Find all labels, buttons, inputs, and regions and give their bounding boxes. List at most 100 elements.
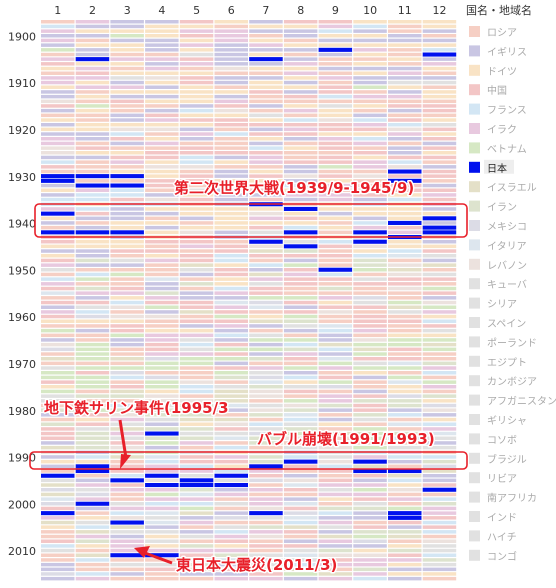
heatmap-cell <box>422 417 457 422</box>
heatmap-cell <box>249 371 283 375</box>
heatmap-cell <box>283 80 318 85</box>
heatmap-cell <box>75 291 110 295</box>
heatmap-cell <box>179 132 214 136</box>
heatmap-cell <box>318 488 353 492</box>
heatmap-cell <box>75 492 110 497</box>
heatmap-cell <box>283 146 318 150</box>
japan-cell <box>283 230 318 235</box>
heatmap-cell <box>145 300 179 305</box>
legend-swatch <box>469 258 480 270</box>
heatmap-cell <box>110 240 144 244</box>
heatmap-cell <box>353 474 387 478</box>
heatmap-cell <box>249 249 283 253</box>
heatmap-cell <box>388 558 422 562</box>
heatmap-cell <box>179 282 214 286</box>
heatmap-cell <box>249 207 283 211</box>
heatmap-cell <box>214 366 248 370</box>
heatmap-cell <box>41 52 75 57</box>
heatmap-cell <box>249 342 283 347</box>
heatmap-cell <box>41 445 75 450</box>
heatmap-cell <box>41 576 75 581</box>
heatmap-cell <box>318 408 353 412</box>
legend-label: レバノン <box>487 260 527 272</box>
heatmap-cell <box>75 277 110 281</box>
heatmap-cell <box>41 155 75 160</box>
heatmap-cell <box>145 282 179 286</box>
legend-swatch <box>469 394 480 406</box>
heatmap-cell <box>179 197 214 202</box>
japan-cell <box>41 211 75 216</box>
legend-item: キューバ <box>469 278 527 291</box>
heatmap-cell <box>283 66 318 71</box>
japan-cell <box>388 220 422 225</box>
legend-item: コンゴ <box>469 549 517 563</box>
heatmap-cell <box>249 562 283 567</box>
heatmap-cell <box>388 118 422 122</box>
heatmap-cell <box>353 62 387 66</box>
heatmap-cell <box>179 516 214 520</box>
heatmap-cell <box>179 371 214 375</box>
heatmap-cell <box>318 277 353 281</box>
heatmap-cell <box>388 113 422 118</box>
heatmap-cell <box>388 34 422 38</box>
heatmap-cell <box>283 520 318 525</box>
heatmap-cell <box>110 141 144 146</box>
heatmap-cell <box>283 572 318 576</box>
heatmap-cell <box>41 394 75 398</box>
legend-swatch <box>469 297 480 309</box>
heatmap-cell <box>110 155 144 160</box>
heatmap-cell <box>318 516 353 520</box>
heatmap-cell <box>283 160 318 164</box>
heatmap-cell <box>318 57 353 61</box>
legend-label: ドイツ <box>487 67 517 78</box>
heatmap-cell <box>145 338 179 342</box>
heatmap-cell <box>249 459 283 464</box>
heatmap-cell <box>353 576 387 581</box>
heatmap-cell <box>388 506 422 511</box>
heatmap-cell <box>75 558 110 562</box>
heatmap-cell <box>283 347 318 352</box>
heatmap-cell <box>353 71 387 75</box>
heatmap-cell <box>41 324 75 328</box>
heatmap-cell <box>179 445 214 450</box>
heatmap-cell <box>422 99 457 104</box>
heatmap-cell <box>214 380 248 384</box>
heatmap-cell <box>388 324 422 328</box>
heatmap-cell <box>179 300 214 305</box>
heatmap-cell <box>249 375 283 380</box>
heatmap-cell <box>214 108 248 113</box>
heatmap-cell <box>422 90 457 94</box>
heatmap-cell <box>75 244 110 249</box>
heatmap-cell <box>422 375 457 380</box>
heatmap-cell <box>388 488 422 492</box>
heatmap-cell <box>249 282 283 286</box>
heatmap-cell <box>388 333 422 338</box>
heatmap-cell <box>283 464 318 469</box>
japan-cell <box>283 206 318 211</box>
heatmap-cell <box>145 104 179 108</box>
heatmap-cell <box>249 300 283 305</box>
heatmap-cell <box>214 422 248 426</box>
heatmap-cell <box>422 342 457 347</box>
heatmap-cell <box>214 328 248 333</box>
heatmap-cell <box>179 225 214 230</box>
heatmap-cell <box>249 572 283 576</box>
heatmap-cell <box>283 338 318 342</box>
legend-label: ギリシャ <box>487 415 527 427</box>
japan-cell <box>75 464 110 469</box>
heatmap-cell <box>283 76 318 80</box>
annotations: 第二次世界大戦(1939/9-1945/9) バブル崩壊(1991/1993) … <box>29 178 468 576</box>
heatmap-cell <box>41 80 75 85</box>
heatmap-cell <box>214 254 248 258</box>
heatmap-cell <box>353 314 387 319</box>
heatmap-cell <box>388 188 422 192</box>
heatmap-cell <box>145 183 179 188</box>
heatmap-cell <box>353 207 387 211</box>
heatmap-cell <box>249 123 283 127</box>
heatmap-cell <box>75 413 110 417</box>
heatmap-cell <box>110 169 144 174</box>
heatmap-cell <box>249 94 283 99</box>
heatmap-cell <box>388 347 422 352</box>
heatmap-cell <box>283 34 318 38</box>
heatmap-cell <box>214 291 248 295</box>
